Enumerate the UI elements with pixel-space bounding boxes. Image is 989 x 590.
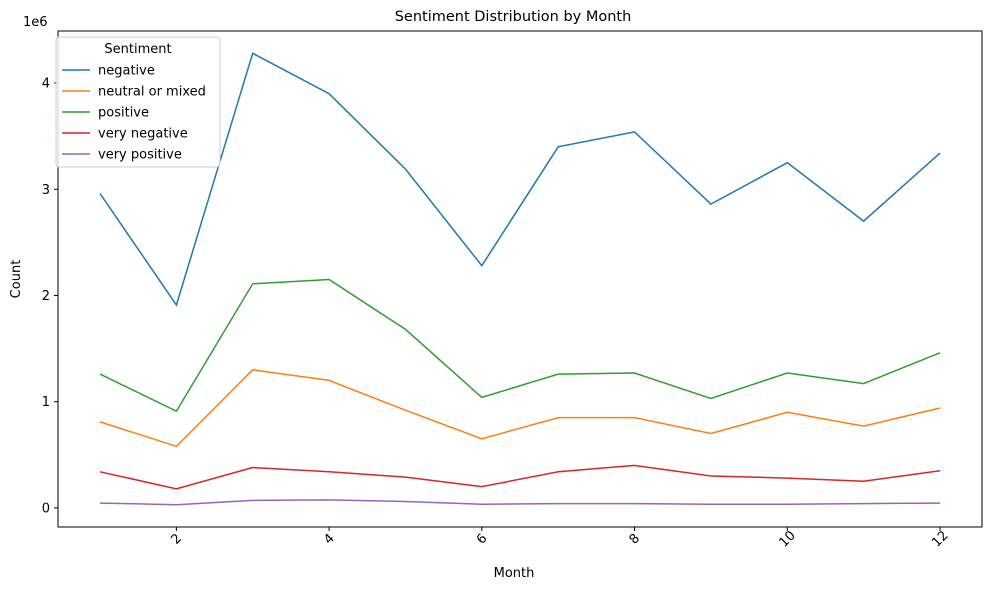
legend: Sentiment negative neutral or mixed positi… [55,36,221,168]
legend-label-0: negative [98,64,155,79]
x-tick-label-4: 10 [776,528,798,550]
y-scale-label: 1e6 [23,15,48,30]
series-layer [99,52,941,506]
x-tick-label-1: 4 [321,531,337,547]
x-tick-label-0: 2 [168,531,184,547]
legend-label-3: very negative [98,127,188,142]
x-tick-label-5: 12 [929,528,951,550]
series-line-0 [99,52,941,307]
legend-title: Sentiment [104,42,171,57]
legend-label-1: neutral or mixed [98,85,206,100]
x-axis-label: Month [494,566,535,581]
y-tick-label-2: 2 [42,289,50,304]
series-line-3 [99,464,941,490]
x-tick-label-2: 6 [474,531,490,547]
y-axis-label: Count [9,260,24,299]
x-tick-label-3: 8 [627,531,643,547]
series-line-1 [99,369,941,448]
series-line-4 [99,499,941,506]
series-line-2 [99,278,941,413]
legend-label-2: positive [98,106,149,121]
y-tick-label-0: 0 [42,501,50,516]
y-tick-label-3: 3 [42,183,50,198]
y-tick-label-1: 1 [42,395,50,410]
legend-box [55,36,221,168]
y-tick-label-4: 4 [42,77,50,92]
legend-label-4: very positive [98,148,182,163]
chart-title: Sentiment Distribution by Month [395,9,632,25]
